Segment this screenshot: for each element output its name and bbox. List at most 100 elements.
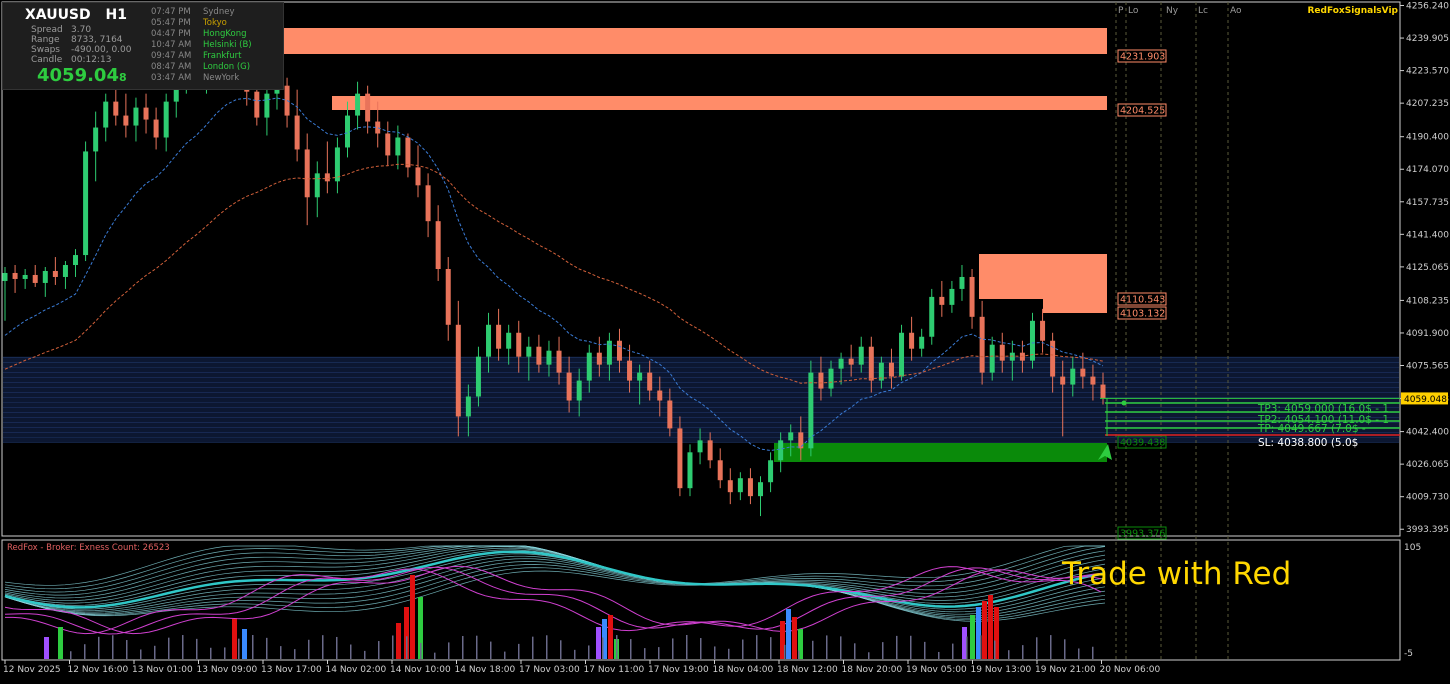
- time-tick-label: 18 Nov 12:00: [777, 665, 838, 675]
- time-tick-label: 19 Nov 21:00: [1035, 665, 1096, 675]
- ribbon-line: [4, 555, 1106, 613]
- candle-bear: [627, 360, 633, 381]
- candle-bear: [747, 478, 753, 497]
- candle-bear: [455, 324, 461, 417]
- session-marker: Lo: [1128, 6, 1139, 16]
- brand-label: RedFoxSignalsVip: [1307, 6, 1398, 16]
- volume-tick: [1036, 637, 1038, 659]
- ribbon-line: [4, 553, 1106, 610]
- candle-bull: [62, 265, 68, 277]
- volume-tick: [504, 651, 506, 659]
- histogram-bar: [962, 627, 967, 659]
- candle-bear: [1090, 376, 1096, 385]
- candle-bull: [697, 440, 703, 453]
- candle-bear: [385, 133, 391, 156]
- volume-tick: [966, 636, 968, 659]
- candle-bear: [727, 480, 733, 493]
- price-tick-label: 4190.400: [1406, 133, 1449, 143]
- volume-tick: [70, 651, 72, 659]
- histogram-bar: [988, 595, 993, 659]
- histogram-bar: [418, 597, 423, 659]
- candle-bear: [707, 440, 713, 461]
- candle-bull: [355, 93, 361, 116]
- histogram-bar: [242, 629, 247, 659]
- main-chart-frame: [1, 1, 1401, 537]
- volume-tick: [448, 642, 450, 659]
- time-tick-label: 17 Nov 11:00: [584, 665, 645, 675]
- session-row: 09:47 AM Frankfurt: [151, 51, 242, 61]
- candle-bear: [909, 332, 915, 349]
- indicator-label: RedFox - Broker: Exness Count: 26523: [7, 543, 170, 553]
- symbol-title: XAUUSD H1: [25, 7, 127, 23]
- candle-bear: [445, 269, 451, 325]
- time-tick-label: 13 Nov 17:00: [261, 665, 322, 675]
- tp1-label: TP: 4049.667 (7.0$ -: [1257, 423, 1366, 435]
- volume-tick: [952, 643, 954, 659]
- session-row: 04:47 PM HongKong: [151, 29, 247, 39]
- candle-bull: [687, 452, 693, 489]
- time-tick-label: 20 Nov 06:00: [1100, 665, 1161, 675]
- histogram-bar: [982, 601, 987, 659]
- candle-bull: [606, 340, 612, 365]
- candle-bear: [1050, 340, 1056, 377]
- histogram-bar: [44, 637, 49, 659]
- oscillator-line: [5, 566, 1102, 635]
- current-price-label: 4059.048: [1404, 395, 1447, 405]
- level-label-r3: 4110.543: [1120, 295, 1165, 306]
- volume-tick: [350, 644, 352, 659]
- volume-tick: [560, 640, 562, 659]
- volume-tick: [532, 636, 534, 659]
- price-tick-label: 4157.735: [1406, 198, 1449, 208]
- volume-tick: [1050, 635, 1052, 659]
- candle-bull: [103, 101, 109, 128]
- ribbon-line: [4, 570, 1106, 622]
- volume-tick: [378, 641, 380, 659]
- price-tick-label: 4207.235: [1406, 99, 1449, 109]
- candle-bear: [143, 107, 149, 120]
- volume-tick: [672, 638, 674, 659]
- ribbon-line: [4, 558, 1106, 615]
- histogram-bar: [786, 609, 791, 659]
- volume-tick: [868, 652, 870, 659]
- volume-tick: [168, 637, 170, 659]
- histogram-bar: [976, 607, 981, 659]
- candle-bull: [42, 270, 48, 283]
- volume-tick: [476, 635, 478, 659]
- volume-tick: [924, 641, 926, 659]
- session-marker: Ao: [1230, 6, 1242, 16]
- candle-bear: [969, 276, 975, 317]
- histogram-bar: [602, 619, 607, 659]
- candle-bull: [929, 296, 935, 337]
- candle-bear: [1100, 384, 1106, 399]
- volume-tick: [308, 639, 310, 659]
- candle-timer-row: Candle 00:12:13: [31, 55, 112, 65]
- candle-bull: [475, 356, 481, 397]
- volume-tick: [854, 643, 856, 659]
- spread-row: Spread 3.70: [31, 25, 92, 35]
- candle-bear: [516, 332, 522, 357]
- candle-bull: [808, 372, 814, 449]
- histogram-bar: [596, 627, 601, 659]
- level-label-s2-box: [1117, 526, 1167, 540]
- level-label-s1-box: [1117, 435, 1167, 449]
- candle-bear: [1060, 376, 1066, 385]
- candle-bear: [596, 352, 602, 365]
- oscillator-line: [4, 566, 1102, 635]
- price-tick-label: 4108.235: [1406, 296, 1449, 306]
- candle-bear: [868, 346, 874, 381]
- volume-tick: [742, 639, 744, 659]
- candle-bull: [344, 115, 350, 148]
- time-tick-label: 12 Nov 2025: [3, 665, 61, 675]
- swaps-row: Swaps -490.00, 0.00: [31, 45, 132, 55]
- candle-bull: [586, 352, 592, 381]
- time-tick-label: 17 Nov 19:00: [648, 665, 709, 675]
- volume-tick: [840, 636, 842, 659]
- level-label-r2: 4204.525: [1120, 106, 1165, 117]
- candle-bear: [425, 185, 431, 222]
- level-label-r1-box: [1117, 49, 1167, 63]
- volume-tick: [644, 648, 646, 659]
- volume-tick: [266, 637, 268, 659]
- candle-bull: [465, 396, 471, 417]
